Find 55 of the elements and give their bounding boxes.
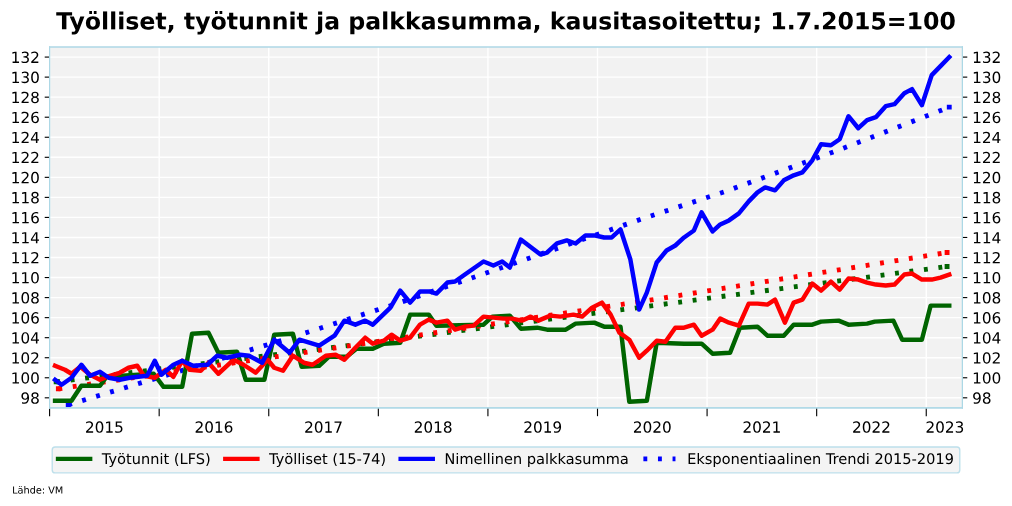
y-tick-label: 112	[12, 251, 39, 264]
legend-label: Nimellinen palkkasumma	[445, 452, 628, 468]
y-tick-label: 130	[12, 71, 39, 84]
y-tick-label: 108	[12, 292, 39, 304]
x-tick-label: 2019	[524, 421, 562, 433]
x-tick-label: 2018	[414, 421, 452, 433]
y-tick-label: 116	[12, 211, 39, 224]
y-tick-label: 126	[12, 111, 39, 124]
point	[946, 104, 952, 110]
legend-label: Työlliset (15-74)	[269, 452, 385, 468]
y2-tick-label: 102	[973, 352, 1000, 364]
y2-tick-label: 126	[973, 111, 1001, 124]
y2-tick-label: 128	[973, 91, 1001, 104]
y-tick-label: 110	[12, 272, 39, 284]
y2-tick-label: 130	[973, 71, 1001, 84]
point	[944, 250, 950, 255]
y-tick-label: 104	[12, 332, 40, 344]
y2-tick-label: 114	[973, 232, 1001, 244]
y-tick-label: 124	[12, 131, 40, 144]
y-tick-label: 114	[12, 232, 40, 244]
y2-tick-label: 108	[973, 292, 1001, 304]
y-tick-label: 122	[12, 151, 39, 164]
y2-tick-label: 120	[973, 171, 1001, 184]
legend-label: Työtunnit (LFS)	[101, 452, 210, 468]
y-tick-label: 128	[12, 91, 39, 104]
x-tick-label: 2022	[853, 421, 890, 433]
x-tick-label: 2020	[633, 421, 671, 433]
legend-label: Eksponentiaalinen Trendi 2015-2019	[688, 452, 953, 468]
y2-tick-label: 112	[973, 251, 1000, 264]
y2-tick-label: 100	[973, 372, 1001, 384]
y2-tick-label: 124	[973, 131, 1001, 144]
y2-tick-label: 116	[973, 211, 1001, 224]
y2-tick-label: 132	[973, 51, 1000, 64]
y2-tick-label: 118	[973, 191, 1001, 204]
chart-title: Työlliset, työtunnit ja palkkasumma, kausitasoitettu; 1.7.2015=100	[56, 11, 955, 35]
y2-tick-label: 98	[973, 392, 991, 404]
point	[55, 386, 61, 392]
y2-tick-label: 104	[973, 332, 1001, 344]
y-tick-label: 120	[12, 171, 39, 184]
y-tick-label: 100	[12, 372, 39, 384]
y2-tick-label: 110	[973, 272, 1001, 284]
y-tick-label: 118	[12, 191, 39, 204]
y-tick-label: 106	[12, 312, 39, 324]
y-tick-label: 98	[21, 392, 39, 404]
x-tick-label: 2017	[305, 421, 342, 433]
x-tick-label: 2016	[195, 421, 233, 433]
y-tick-label: 132	[12, 51, 39, 64]
x-tick-label: 2023	[926, 421, 964, 433]
y2-tick-label: 122	[973, 151, 1000, 164]
x-tick-label: 2015	[86, 421, 123, 433]
text: Lähde: VM	[13, 486, 63, 494]
y-tick-label: 102	[12, 352, 39, 364]
y2-tick-label: 106	[973, 312, 1001, 324]
x-tick-label: 2021	[743, 421, 780, 433]
point	[944, 264, 950, 269]
